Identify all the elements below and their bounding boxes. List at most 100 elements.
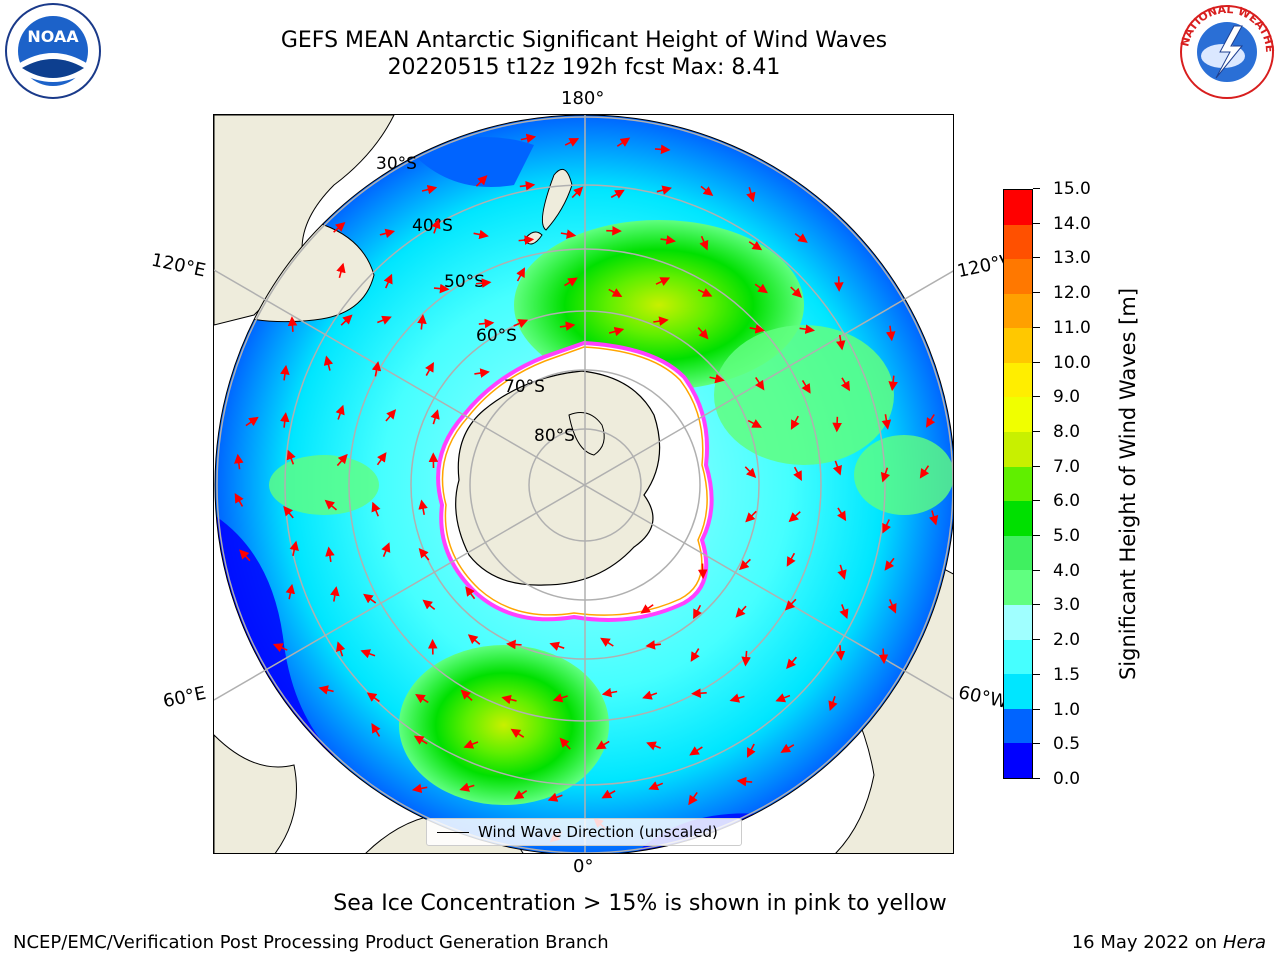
noaa-logo-icon: NOAA — [5, 3, 101, 99]
colorbar-tick-mark — [1033, 500, 1040, 502]
chart-subtitle: 20220515 t12z 192h fcst Max: 8.41 — [387, 55, 781, 80]
wave-direction-arrow — [318, 685, 334, 695]
colorbar-tick: 9.0 — [1033, 387, 1093, 407]
wave-direction-arrow — [518, 235, 535, 245]
wave-direction-arrow — [473, 229, 489, 240]
wave-direction-arrow — [784, 598, 797, 611]
legend-label: Wind Wave Direction (unscaled) — [478, 823, 718, 841]
wave-direction-arrow — [564, 138, 580, 147]
wave-direction-arrow — [520, 133, 537, 144]
wave-direction-arrow — [616, 137, 631, 147]
wave-direction-arrow — [884, 557, 895, 571]
wave-direction-arrow — [748, 241, 763, 251]
wave-direction-arrow — [729, 693, 745, 703]
wave-direction-arrow — [780, 743, 795, 753]
colorbar-segment — [1004, 224, 1032, 260]
colorbar-tick: 6.0 — [1033, 491, 1093, 511]
wave-direction-arrow — [501, 694, 517, 705]
wave-direction-arrow — [882, 519, 891, 534]
wave-direction-arrow — [385, 409, 397, 422]
colorbar-tick-label: 4.0 — [1053, 560, 1081, 581]
wave-direction-arrow — [690, 648, 700, 662]
colorbar-label: Significant Height of Wind Waves [m] — [1116, 287, 1140, 681]
wave-direction-arrow — [559, 321, 576, 331]
colorbar-tick: 10.0 — [1033, 353, 1093, 373]
colorbar-tick-label: 15.0 — [1053, 179, 1091, 199]
wave-direction-arrow — [474, 368, 490, 378]
wave-direction-arrow — [475, 175, 488, 187]
colorbar-tick-label: 8.0 — [1053, 421, 1081, 442]
wave-direction-arrow — [460, 689, 473, 701]
wave-direction-arrow — [478, 318, 495, 329]
colorbar-tick-label: 0.0 — [1053, 769, 1081, 789]
wave-direction-arrow — [513, 319, 529, 328]
wave-direction-arrow — [601, 687, 618, 698]
wave-direction-arrow — [418, 499, 428, 515]
colorbar-tick-mark — [1033, 292, 1040, 294]
colorbar-tick: 14.0 — [1033, 214, 1093, 234]
wave-direction-arrow — [425, 361, 434, 376]
wave-direction-arrow — [709, 373, 725, 384]
colorbar-tick-mark — [1033, 188, 1040, 189]
colorbar-tick-label: 0.5 — [1053, 734, 1081, 755]
colorbar-tick-label: 6.0 — [1053, 491, 1081, 512]
wave-direction-arrow — [747, 419, 762, 428]
colorbar-segment — [1004, 570, 1032, 606]
wave-direction-arrow — [739, 558, 751, 571]
wave-direction-arrow — [788, 511, 801, 523]
wave-direction-arrow — [430, 409, 440, 425]
polar-map: 30°S 40°S 50°S 60°S 70°S 80°S — [214, 115, 953, 853]
wave-direction-arrow — [700, 185, 714, 196]
wave-direction-arrow — [336, 641, 346, 657]
wave-direction-arrow — [506, 639, 522, 650]
wave-direction-arrow — [234, 492, 244, 507]
colorbar-tick-label: 2.0 — [1053, 630, 1081, 651]
wave-direction-arrow — [289, 540, 299, 557]
colorbar-tick-mark — [1033, 430, 1040, 432]
colorbar-tick: 8.0 — [1033, 422, 1093, 442]
map-legend: Wind Wave Direction (unscaled) — [426, 818, 742, 846]
wave-direction-arrow — [828, 696, 838, 711]
wave-direction-arrow — [335, 404, 345, 420]
footer-date-text: 16 May 2022 on — [1071, 932, 1218, 953]
wave-direction-arrow — [747, 743, 756, 758]
colorbar-tick: 1.5 — [1033, 665, 1093, 685]
wave-direction-arrow — [775, 693, 791, 703]
colorbar-tick: 15.0 — [1033, 179, 1093, 199]
lon-label-0: 0° — [573, 856, 594, 877]
wave-direction-arrow — [559, 737, 571, 750]
wave-direction-arrow — [610, 189, 625, 199]
colorbar-tick: 3.0 — [1033, 595, 1093, 615]
wave-direction-arrow — [286, 449, 296, 465]
wave-direction-arrow — [519, 180, 536, 191]
wave-direction-arrow — [608, 326, 625, 337]
wave-direction-arrow — [832, 416, 842, 433]
colorbar-segment — [1004, 466, 1032, 502]
wave-direction-arrow — [234, 453, 244, 470]
wave-direction-arrow — [433, 283, 450, 294]
footer-branch: NCEP/EMC/Verification Post Processing Pr… — [13, 932, 609, 953]
wave-direction-arrow — [564, 277, 578, 287]
colorbar-tick-label: 13.0 — [1053, 248, 1091, 269]
wave-direction-arrow — [837, 507, 847, 522]
colorbar-tick-mark — [1033, 708, 1040, 710]
wave-direction-arrow — [881, 414, 892, 430]
wave-direction-arrow — [280, 364, 290, 381]
colorbar-tick-mark — [1033, 222, 1040, 224]
colorbar-tick-mark — [1033, 673, 1040, 675]
sea-ice-note: Sea Ice Concentration > 15% is shown in … — [333, 891, 947, 916]
wave-direction-arrow — [749, 324, 766, 334]
wave-direction-arrow — [336, 453, 348, 467]
wave-direction-arrow — [745, 510, 757, 523]
wave-direction-arrow — [642, 690, 658, 700]
wave-direction-arrow — [418, 548, 430, 561]
wave-direction-arrow — [376, 452, 387, 466]
wave-direction-arrow — [880, 467, 891, 483]
wave-direction-arrow — [513, 790, 528, 800]
wave-direction-arrow — [793, 466, 802, 481]
wave-direction-arrow — [689, 746, 703, 756]
wave-direction-arrow — [786, 552, 796, 567]
latitude-labels: 30°S 40°S 50°S 60°S 70°S 80°S — [376, 154, 575, 446]
wave-direction-arrow — [371, 501, 381, 517]
colorbar-tick-mark — [1033, 361, 1040, 363]
